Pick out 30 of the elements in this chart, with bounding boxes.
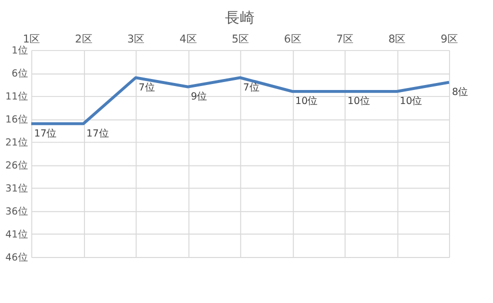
data-label: 17位 xyxy=(86,127,109,140)
data-label: 17位 xyxy=(34,127,57,140)
y-tick-label: 26位 xyxy=(5,159,28,172)
y-tick-label: 6位 xyxy=(12,67,28,80)
y-tick-label: 41位 xyxy=(5,228,28,240)
y-tick-label: 46位 xyxy=(5,251,28,264)
y-tick-label: 11位 xyxy=(5,90,28,102)
x-tick-label: 4区 xyxy=(180,32,198,46)
data-label: 7位 xyxy=(138,81,155,94)
chart-title: 長崎 xyxy=(225,10,256,27)
line-series xyxy=(30,76,451,126)
data-label: 8位 xyxy=(452,86,468,98)
x-tick-label: 5区 xyxy=(232,32,250,46)
x-tick-label: 2区 xyxy=(75,32,93,46)
data-label: 10位 xyxy=(348,95,370,108)
y-tick-label: 1位 xyxy=(12,44,28,56)
data-label: 9位 xyxy=(190,90,208,103)
x-tick-label: 1区 xyxy=(22,32,41,46)
y-tick-label: 21位 xyxy=(5,136,28,148)
x-tick-label: 6区 xyxy=(284,32,302,46)
x-tick-label: 8区 xyxy=(388,32,406,46)
x-tick-label: 7区 xyxy=(336,32,354,46)
data-label: 10位 xyxy=(295,95,318,108)
data-label: 10位 xyxy=(400,95,422,108)
x-tick-label: 3区 xyxy=(127,32,146,46)
data-label: 7位 xyxy=(243,81,260,94)
y-tick-label: 16位 xyxy=(5,113,28,126)
y-tick-label: 31位 xyxy=(5,182,28,194)
y-tick-label: 36位 xyxy=(5,205,28,218)
x-tick-label: 9区 xyxy=(440,32,458,46)
